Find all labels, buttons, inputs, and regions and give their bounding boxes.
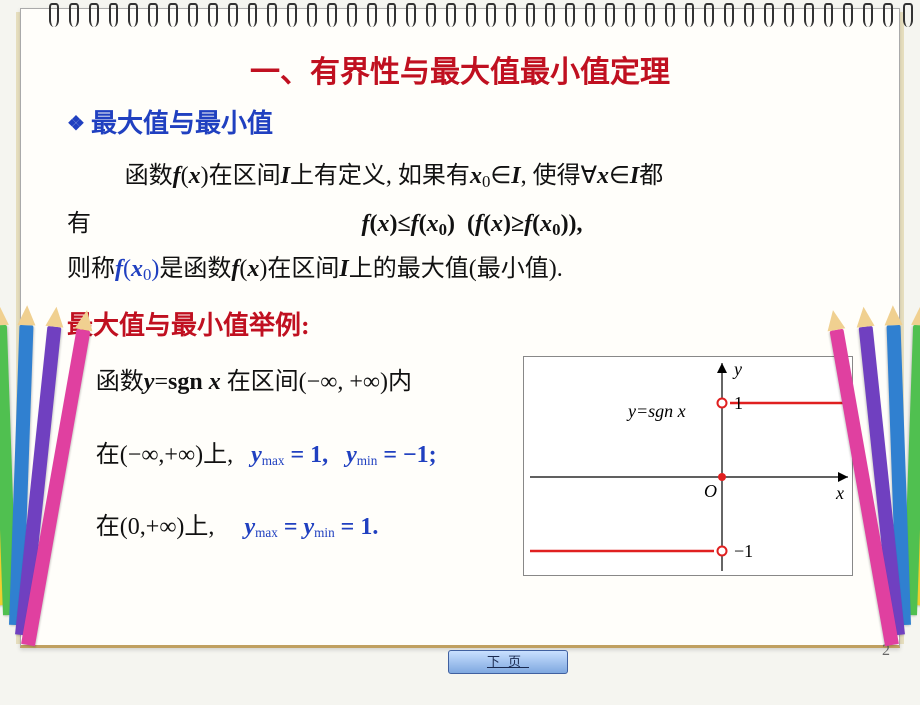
t: 在(0,+∞)上, bbox=[96, 514, 215, 540]
ex-line1: 函数y=sgn x 在区间(−∞, +∞)内 bbox=[67, 356, 515, 409]
svg-text:−1: −1 bbox=[734, 541, 753, 561]
ex-line2: 在(−∞,+∞)上, ymax = 1, ymin = −1; bbox=[67, 429, 515, 482]
conclusion: 则称f(x0)是函数f(x)在区间I上的最大值(最小值). bbox=[67, 248, 853, 285]
svg-text:1: 1 bbox=[734, 393, 743, 413]
example-row: 函数y=sgn x 在区间(−∞, +∞)内 在(−∞,+∞)上, ymax =… bbox=[67, 356, 853, 576]
page-title: 一、有界性与最大值最小值定理 bbox=[67, 47, 853, 91]
svg-text:x: x bbox=[835, 483, 844, 503]
spiral-binding bbox=[49, 3, 913, 29]
slide-content: 一、有界性与最大值最小值定理 最大值与最小值 函数f(x)在区间I上有定义, 如… bbox=[67, 45, 853, 637]
example-heading: 最大值与最小值举例: bbox=[67, 305, 853, 342]
example-text: 函数y=sgn x 在区间(−∞, +∞)内 在(−∞,+∞)上, ymax =… bbox=[67, 356, 515, 554]
slide-card: 一、有界性与最大值最小值定理 最大值与最小值 函数f(x)在区间I上有定义, 如… bbox=[20, 8, 900, 648]
pencils-left bbox=[0, 325, 75, 705]
ex-line3: 在(0,+∞)上, ymax = ymin = 1. bbox=[67, 501, 515, 554]
pencils-right bbox=[845, 325, 920, 705]
subtitle: 最大值与最小值 bbox=[67, 103, 853, 140]
t: 在(−∞,+∞)上, bbox=[96, 442, 233, 468]
definition-line1: 函数f(x)在区间I上有定义, 如果有x0∈I, 使得∀x∈I都 bbox=[67, 156, 853, 197]
t: 在区间 bbox=[267, 256, 339, 282]
svg-text:O: O bbox=[704, 481, 717, 501]
inequality: f(x)≤f(x0) (f(x)≥f(x0)), bbox=[91, 211, 853, 240]
t: 在区间 bbox=[209, 163, 281, 189]
t: 函数 bbox=[96, 369, 144, 395]
t: 函数 bbox=[125, 163, 173, 189]
t: , 使得 bbox=[521, 163, 581, 189]
t: = −1; bbox=[383, 442, 436, 468]
svg-text:y: y bbox=[732, 359, 742, 379]
you: 有 bbox=[67, 203, 91, 238]
next-page-button[interactable]: 下页 bbox=[448, 650, 568, 674]
t: 都 bbox=[639, 163, 663, 189]
t: 则称 bbox=[67, 256, 115, 282]
svg-text:y=sgn x: y=sgn x bbox=[626, 401, 686, 421]
t: 上有定义, 如果有 bbox=[290, 163, 470, 189]
sgn-graph: 1 −1 Ox y y=sgn x bbox=[523, 356, 853, 576]
t: 上的最大值(最小值). bbox=[349, 256, 563, 282]
t: 在区间(−∞, +∞)内 bbox=[227, 369, 412, 395]
t: = 1, bbox=[290, 442, 328, 468]
t: 是函数 bbox=[159, 256, 231, 282]
t: = 1. bbox=[341, 514, 379, 540]
